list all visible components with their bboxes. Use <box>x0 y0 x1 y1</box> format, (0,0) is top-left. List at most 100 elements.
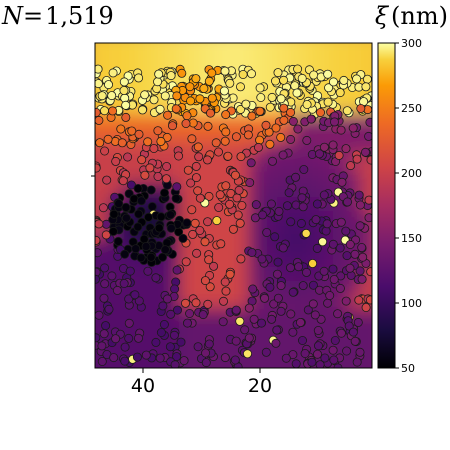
data-point-807 <box>134 129 144 139</box>
data-point-710 <box>221 286 231 296</box>
field-cell-27 <box>151 43 166 58</box>
data-point-830 <box>255 135 265 145</box>
data-point-864 <box>276 306 286 316</box>
data-point-843 <box>333 309 343 319</box>
field-cell-10 <box>221 43 236 44</box>
data-point-871 <box>299 164 309 174</box>
data-point-842 <box>298 202 308 212</box>
field-cell-110 <box>95 99 96 114</box>
field-cell-11 <box>235 43 250 44</box>
data-point-240 <box>276 94 286 104</box>
data-point-686 <box>112 285 122 295</box>
data-point-434 <box>276 132 286 142</box>
data-point-642 <box>244 333 254 343</box>
data-point-369 <box>265 139 275 149</box>
field-cell-1 <box>95 43 110 44</box>
data-point-732 <box>298 281 308 291</box>
field-cell-400 <box>137 281 152 296</box>
data-point-712 <box>335 243 345 253</box>
field-cell-403 <box>179 281 194 296</box>
data-point-613 <box>214 202 224 212</box>
data-point-785 <box>235 218 245 228</box>
data-point-306 <box>182 111 192 121</box>
data-point-808 <box>366 155 372 165</box>
data-point-786 <box>300 348 310 358</box>
data-point-826 <box>130 290 140 300</box>
data-point-617 <box>335 283 345 293</box>
data-point-860 <box>345 239 355 249</box>
data-point-780 <box>166 309 176 319</box>
field-cell-236 <box>305 169 320 184</box>
data-point-917 <box>134 209 144 219</box>
data-point-205 <box>241 99 251 109</box>
data-point-233 <box>107 91 117 101</box>
data-point-644 <box>220 136 230 146</box>
field-cell-566 <box>305 379 320 394</box>
data-point-818 <box>271 338 281 348</box>
data-point-824 <box>236 152 246 162</box>
field-cell-62 <box>333 57 348 72</box>
data-point-877 <box>319 266 329 276</box>
field-cell-374 <box>95 267 96 282</box>
data-point-247 <box>279 75 289 85</box>
field-cell-345 <box>291 239 306 254</box>
field-cell-532 <box>137 365 152 368</box>
data-point-766 <box>221 181 231 191</box>
data-point-491 <box>205 108 215 118</box>
field-cell-13 <box>263 43 278 44</box>
data-point-258 <box>297 73 307 83</box>
data-point-447 <box>218 317 228 327</box>
data-point-763 <box>225 269 235 279</box>
data-point-544 <box>153 171 163 181</box>
field-cell-330 <box>95 239 96 254</box>
data-point-740 <box>276 281 286 291</box>
data-point-787 <box>180 298 190 308</box>
data-point-651 <box>151 273 161 283</box>
data-point-704 <box>348 123 358 133</box>
data-point-653 <box>325 290 335 300</box>
field-cell-52 <box>193 57 208 72</box>
data-point-335 <box>235 316 245 326</box>
field-cell-34 <box>249 43 264 58</box>
data-point-607 <box>364 131 372 141</box>
field-cell-529 <box>95 365 110 368</box>
data-point-495 <box>361 302 371 312</box>
data-point-87 <box>267 92 277 102</box>
field-cell-30 <box>193 43 208 58</box>
data-point-578 <box>342 251 352 261</box>
data-point-516 <box>237 200 247 210</box>
data-point-371 <box>172 305 182 315</box>
data-point-853 <box>336 328 346 338</box>
data-point-666 <box>191 161 201 171</box>
data-point-801 <box>103 134 113 144</box>
field-cell-369 <box>319 253 334 268</box>
field-cell-16 <box>305 43 320 44</box>
field-cell-240 <box>361 169 372 184</box>
data-point-778 <box>174 151 184 161</box>
title-symbol-n: N <box>1 2 24 30</box>
field-cell-28 <box>165 43 180 58</box>
field-cell-530 <box>109 365 124 368</box>
field-cell-296 <box>221 211 236 226</box>
data-point-832 <box>314 149 324 159</box>
data-point-796 <box>270 232 280 242</box>
field-cell-262 <box>361 183 372 198</box>
data-point-42 <box>149 95 159 105</box>
data-point-772 <box>133 333 143 343</box>
data-point-517 <box>124 294 134 304</box>
data-point-770 <box>231 305 241 315</box>
data-point-847 <box>117 138 127 148</box>
data-point-761 <box>205 282 215 292</box>
data-point-652 <box>185 308 195 318</box>
data-point-566 <box>279 103 289 113</box>
data-point-586 <box>256 318 266 328</box>
data-point-837 <box>188 229 198 239</box>
data-point-793 <box>200 276 210 286</box>
x-tick-label-40: 40 <box>131 375 155 397</box>
colorbar: 50 100 150 200 250 300 <box>377 37 422 375</box>
data-point-535 <box>285 263 295 273</box>
data-point-259 <box>195 94 205 104</box>
field-cell-38 <box>305 43 320 58</box>
data-point-729 <box>301 267 311 277</box>
